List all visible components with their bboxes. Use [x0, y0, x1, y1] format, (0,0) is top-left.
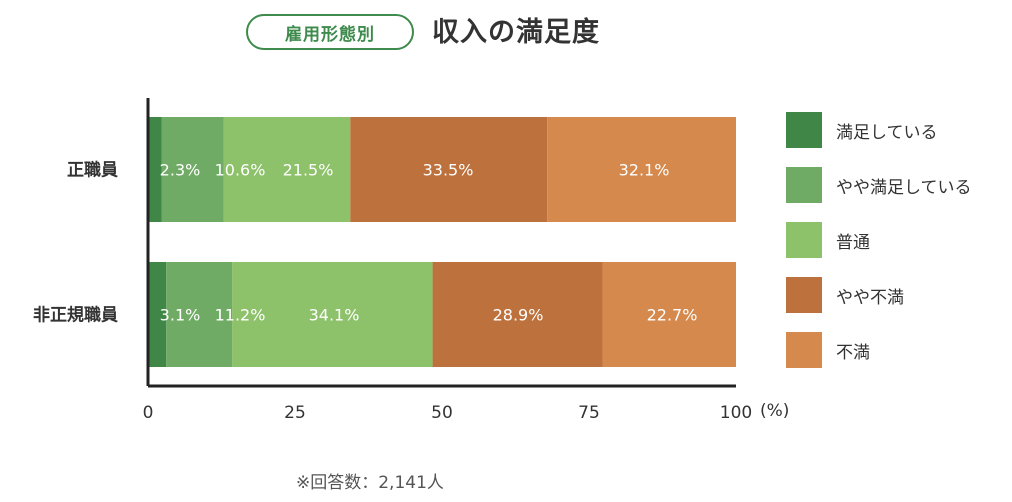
chart-title: 収入の満足度 [432, 17, 600, 48]
bar-segment [148, 262, 167, 367]
x-tick-label: 25 [284, 403, 306, 423]
legend-swatch [786, 332, 822, 368]
data-label: 11.2% [215, 306, 266, 325]
data-label: 22.7% [647, 306, 698, 325]
x-tick-label: 50 [431, 403, 453, 423]
x-tick-label: 75 [578, 403, 600, 423]
x-tick-label: 100 [720, 403, 752, 423]
legend-label: やや満足している [836, 177, 972, 198]
data-label: 2.3% [160, 161, 201, 180]
data-label: 3.1% [160, 306, 201, 325]
bar-segment [166, 262, 233, 367]
bar-segment [161, 117, 224, 222]
legend-item: やや不満 [786, 277, 972, 313]
bar-segment [350, 117, 548, 222]
bar-segment [547, 117, 736, 222]
legend-swatch [786, 222, 822, 258]
legend-swatch [786, 167, 822, 203]
legend-swatch [786, 277, 822, 313]
bar-segment [602, 262, 736, 367]
legend-label: 普通 [836, 232, 870, 253]
category-label: 非正規職員 [33, 305, 118, 326]
data-label: 28.9% [493, 306, 544, 325]
legend-item: やや満足している [786, 167, 972, 203]
footnote: ※回答数：2,141人 [296, 473, 444, 493]
data-label: 34.1% [309, 306, 360, 325]
data-label: 21.5% [283, 161, 334, 180]
category-label: 正職員 [67, 160, 118, 181]
bar-segment [232, 262, 433, 367]
data-label: 32.1% [619, 161, 670, 180]
legend-item: 満足している [786, 112, 972, 148]
bar-segment [223, 117, 351, 222]
data-label: 10.6% [215, 161, 266, 180]
x-axis-unit: (%) [760, 401, 790, 421]
bar-segment [148, 117, 162, 222]
x-tick-label: 0 [143, 403, 154, 423]
category-badge: 雇用形態別 [246, 14, 414, 50]
legend-swatch [786, 112, 822, 148]
legend-label: 満足している [836, 122, 938, 143]
bar-segment [432, 262, 603, 367]
legend: 満足している やや満足している 普通 やや不満 不満 [786, 112, 972, 387]
legend-item: 不満 [786, 332, 972, 368]
data-label: 33.5% [423, 161, 474, 180]
legend-label: 不満 [836, 342, 870, 363]
legend-item: 普通 [786, 222, 972, 258]
legend-label: やや不満 [836, 287, 904, 308]
